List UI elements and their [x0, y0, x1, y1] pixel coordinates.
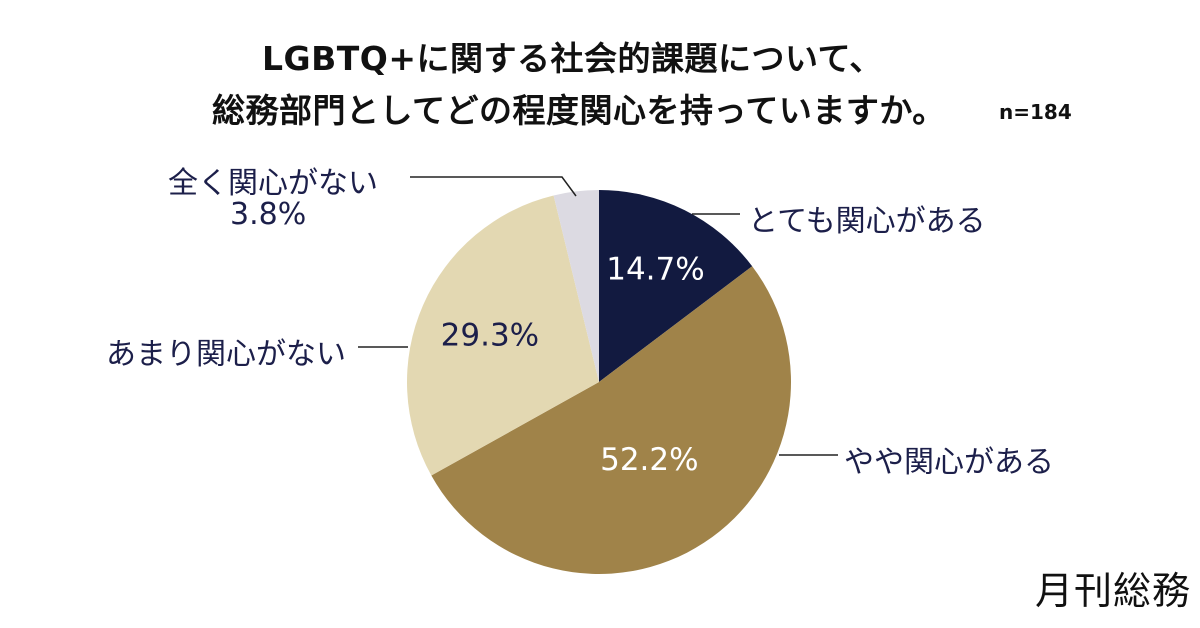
value-label-very-interested: 14.7%: [606, 252, 704, 288]
label-very-interested: とても関心がある: [748, 204, 986, 239]
sample-size: n=184: [999, 100, 1072, 124]
pie-slice-not-interested-at-all: [553, 190, 599, 382]
value-label-somewhat-interested: 52.2%: [600, 442, 698, 478]
value-label-not-very-interested: 29.3%: [441, 317, 539, 353]
value-label-not-interested-at-all: 3.8%: [230, 197, 307, 232]
chart-subtitle: 総務部門としてどの程度関心を持っていますか。: [212, 91, 946, 130]
pie-slice-very-interested: [599, 190, 753, 382]
pie-slice-somewhat-interested: [431, 266, 791, 575]
leader-line-not-interested-at-all: [410, 176, 577, 197]
label-not-very-interested: あまり関心がない: [106, 337, 346, 372]
label-somewhat-interested: やや関心がある: [844, 445, 1054, 480]
brand-logo: 月刊総務: [1035, 569, 1192, 613]
chart-title: LGBTQ+に関する社会的課題について、: [262, 39, 883, 78]
label-not-interested-at-all: 全く関心がない: [168, 166, 378, 201]
pie-slice-not-very-interested: [406, 195, 599, 476]
